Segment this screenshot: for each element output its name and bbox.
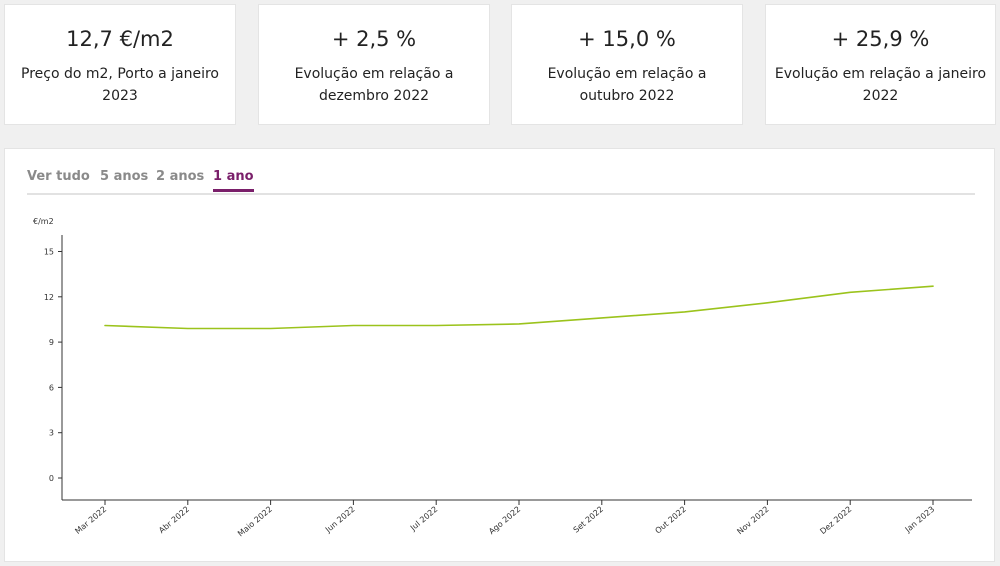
y-tick-label: 12 [44, 293, 54, 302]
x-tick-label: Jan 2023 [903, 505, 937, 535]
stat-value: + 2,5 % [331, 27, 417, 51]
x-tick-label: Set 2022 [572, 505, 605, 535]
stat-card-quarter-change: + 15,0 % Evolução em relação a outubro 2… [511, 4, 743, 125]
stat-description: Preço do m2, Porto a janeiro 2023 [21, 66, 219, 104]
stat-card-year-change: + 25,9 % Evolução em relação a janeiro 2… [765, 4, 996, 125]
y-tick-label: 0 [49, 474, 54, 483]
stat-value: + 25,9 % [831, 27, 930, 51]
stat-description: Evolução em relação a janeiro 2022 [774, 66, 987, 104]
y-tick-label: 15 [44, 248, 54, 257]
stat-value: + 15,0 % [578, 27, 676, 51]
x-tick-label: Nov 2022 [735, 505, 770, 537]
y-axis-label: €/m2 [33, 217, 54, 226]
x-tick-label: Jul 2022 [408, 505, 439, 533]
x-tick-label: Mar 2022 [73, 505, 108, 536]
x-tick-label: Abr 2022 [157, 505, 191, 536]
stat-description: Evolução em relação a outubro 2022 [547, 66, 707, 104]
x-tick-label: Ago 2022 [487, 505, 522, 537]
stat-value: 12,7 €/m2 [66, 27, 174, 51]
x-tick-label: Maio 2022 [236, 505, 274, 539]
stat-card-month-change: + 2,5 % Evolução em relação a dezembro 2… [258, 4, 490, 125]
x-tick-label: Out 2022 [653, 505, 687, 536]
tab-ver-tudo[interactable]: Ver tudo [27, 169, 90, 184]
tab-5-anos[interactable]: 5 anos [100, 169, 149, 184]
y-tick-label: 3 [49, 429, 54, 438]
period-tabs: Ver tudo 5 anos 2 anos 1 ano [27, 169, 975, 195]
stat-card-price: 12,7 €/m2 Preço do m2, Porto a janeiro 2… [4, 4, 236, 125]
price-chart-card: Ver tudo 5 anos 2 anos 1 ano [4, 148, 995, 562]
tab-2-anos[interactable]: 2 anos [156, 169, 205, 184]
x-tick-label: Dez 2022 [818, 505, 853, 536]
series-line [104, 285, 934, 330]
stat-description: Evolução em relação a dezembro 2022 [294, 66, 454, 104]
y-tick-label: 6 [49, 383, 54, 392]
tab-1-ano[interactable]: 1 ano [213, 169, 254, 192]
x-tick-label: Jun 2022 [323, 505, 357, 535]
y-tick-label: 9 [49, 338, 54, 347]
